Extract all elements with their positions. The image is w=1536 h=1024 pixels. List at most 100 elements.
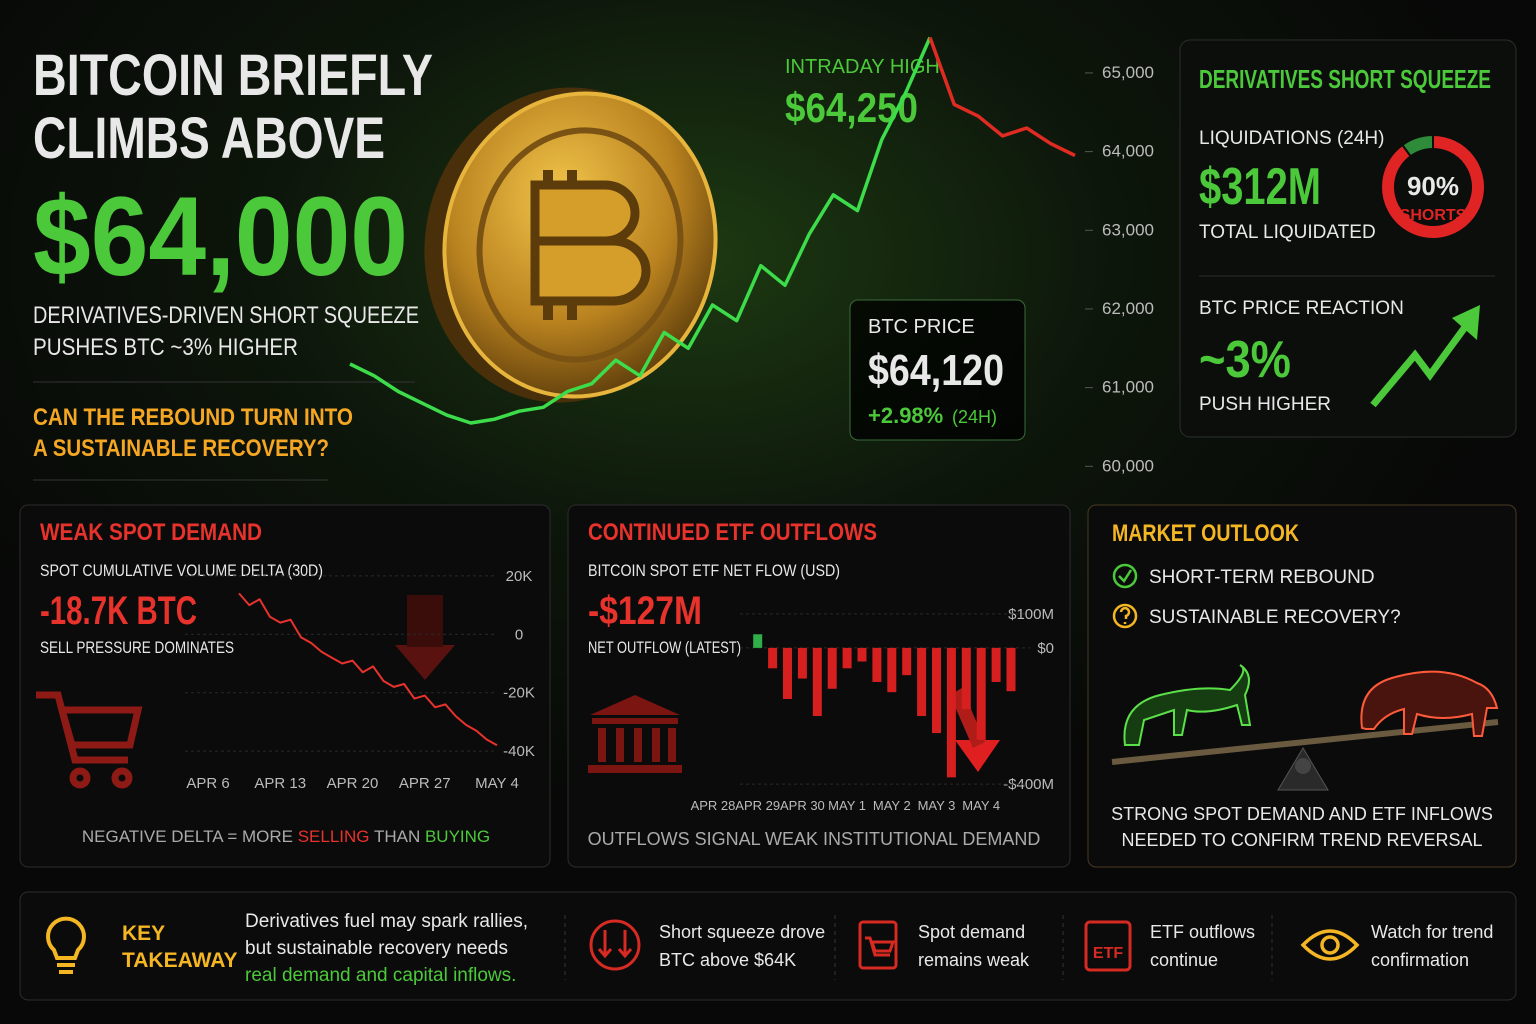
bank-icon xyxy=(588,695,682,773)
reaction-value: ~3% xyxy=(1199,331,1291,389)
footer-item: ETF outflows xyxy=(1150,922,1255,942)
panel-subtitle: BITCOIN SPOT ETF NET FLOW (USD) xyxy=(588,561,840,580)
x-tick-label: APR 30 xyxy=(780,798,825,813)
footer-item: BTC above $64K xyxy=(659,950,796,970)
y-tick-label: 64,000 xyxy=(1102,142,1154,161)
title: BITCOIN BRIEFLY xyxy=(33,43,433,108)
y-tick-label: 60,000 xyxy=(1102,456,1154,475)
bar xyxy=(887,647,897,693)
y-tick-label: $0 xyxy=(1037,640,1054,657)
spot-footer: NEGATIVE DELTA = MORE SELLING THAN BUYIN… xyxy=(82,827,490,846)
footer-item: Spot demand xyxy=(918,922,1025,942)
bar xyxy=(932,647,941,734)
etf-icon-label: ETF xyxy=(1093,945,1123,962)
bar xyxy=(768,647,778,669)
x-tick-label: MAY 4 xyxy=(962,798,1000,813)
bar xyxy=(1006,647,1016,692)
subtitle: DERIVATIVES-DRIVEN SHORT SQUEEZE xyxy=(33,302,419,329)
down-arrow-icon xyxy=(395,645,455,680)
etf-doc-icon xyxy=(1084,920,1132,972)
line-series xyxy=(238,592,498,747)
up-arrow-icon xyxy=(1370,305,1480,408)
bitcoin-coin xyxy=(424,87,718,403)
key-label: TAKEAWAY xyxy=(122,949,238,972)
y-tick-label: -40K xyxy=(503,743,535,760)
key-label: KEY xyxy=(122,922,165,945)
etf-note: NET OUTFLOW (LATEST) xyxy=(588,638,741,657)
check-icon xyxy=(1112,563,1138,589)
x-tick-label: MAY 3 xyxy=(918,798,956,813)
bar xyxy=(827,647,837,689)
footer-item: confirmation xyxy=(1371,950,1469,970)
y-tick-label: $100M xyxy=(1008,606,1054,623)
x-tick-label: MAY 4 xyxy=(475,775,519,792)
outlook-note: STRONG SPOT DEMAND AND ETF INFLOWS xyxy=(1111,804,1493,824)
footer-text: SELLING xyxy=(298,827,370,846)
bar xyxy=(961,647,971,710)
y-tick-label: 0 xyxy=(515,626,523,643)
question: CAN THE REBOUND TURN INTO xyxy=(33,404,353,431)
outlook-item: SHORT-TERM REBOUND xyxy=(1149,567,1375,588)
x-tick-label: APR 6 xyxy=(186,775,229,792)
question: A SUSTAINABLE RECOVERY? xyxy=(33,435,329,462)
price-box-label: BTC PRICE xyxy=(868,316,975,338)
footer-item: Watch for trend xyxy=(1371,922,1493,942)
footer-text: BUYING xyxy=(425,827,490,846)
bar xyxy=(797,647,807,679)
x-tick-label: APR 20 xyxy=(327,775,379,792)
panel-title: DERIVATIVES SHORT SQUEEZE xyxy=(1199,64,1491,94)
price-box-value: $64,120 xyxy=(868,346,1004,395)
footer-text: THAN xyxy=(370,827,425,846)
liquidations-note: TOTAL LIQUIDATED xyxy=(1199,222,1376,243)
bar xyxy=(976,647,986,740)
intraday-high-value: $64,250 xyxy=(785,84,918,131)
title-price: $64,000 xyxy=(33,174,408,299)
cart-icon xyxy=(36,691,143,789)
panel-title: WEAK SPOT DEMAND xyxy=(40,519,262,546)
y-tick-label: -20K xyxy=(503,685,535,702)
footer-item: Short squeeze drove xyxy=(659,922,825,942)
donut-label: SHORTS xyxy=(1400,207,1467,224)
squeeze-icon xyxy=(589,919,641,971)
bar xyxy=(902,647,912,676)
outlook-note: NEEDED TO CONFIRM TREND REVERSAL xyxy=(1121,830,1482,850)
y-tick-label: 62,000 xyxy=(1102,299,1154,318)
bar xyxy=(842,647,852,669)
liquidations-label: LIQUIDATIONS (24H) xyxy=(1199,128,1384,149)
bar xyxy=(812,647,822,717)
reaction-note: PUSH HIGHER xyxy=(1199,394,1331,415)
subtitle: PUSHES BTC ~3% HIGHER xyxy=(33,334,298,361)
x-tick-label: MAY 1 xyxy=(828,798,866,813)
spot-note: SELL PRESSURE DOMINATES xyxy=(40,638,234,657)
takeaway-text: Derivatives fuel may spark rallies, xyxy=(245,911,528,932)
outlook-item: SUSTAINABLE RECOVERY? xyxy=(1149,607,1401,628)
eye-icon xyxy=(1300,929,1360,961)
down-arrow-icon xyxy=(955,740,1000,772)
bar xyxy=(917,647,927,717)
bar xyxy=(783,647,792,699)
question-icon xyxy=(1112,603,1138,629)
footer-item: continue xyxy=(1150,950,1218,970)
footer-panel xyxy=(19,891,1517,1001)
cart-doc-icon xyxy=(858,920,898,970)
line-series xyxy=(349,36,932,425)
down-arrow-icon xyxy=(407,595,443,647)
donut-value-label: 90% xyxy=(1407,171,1459,201)
bulb-icon xyxy=(46,916,86,974)
price-change: +2.98% xyxy=(868,403,943,428)
x-tick-label: APR 27 xyxy=(399,775,451,792)
footer-item: remains weak xyxy=(918,950,1030,970)
spot-value: -18.7K BTC xyxy=(40,589,197,633)
spot-panel xyxy=(19,504,551,868)
reaction-label: BTC PRICE REACTION xyxy=(1199,298,1404,319)
y-tick-label: 65,000 xyxy=(1102,63,1154,82)
footer-text: NEGATIVE DELTA = MORE xyxy=(82,827,298,846)
check-icon xyxy=(1118,569,1133,583)
x-tick-label: MAY 2 xyxy=(873,798,911,813)
donut-segment xyxy=(1401,133,1434,158)
etf-footer: OUTFLOWS SIGNAL WEAK INSTITUTIONAL DEMAN… xyxy=(588,829,1041,849)
panel-title: CONTINUED ETF OUTFLOWS xyxy=(588,519,877,546)
bar xyxy=(991,647,1001,682)
